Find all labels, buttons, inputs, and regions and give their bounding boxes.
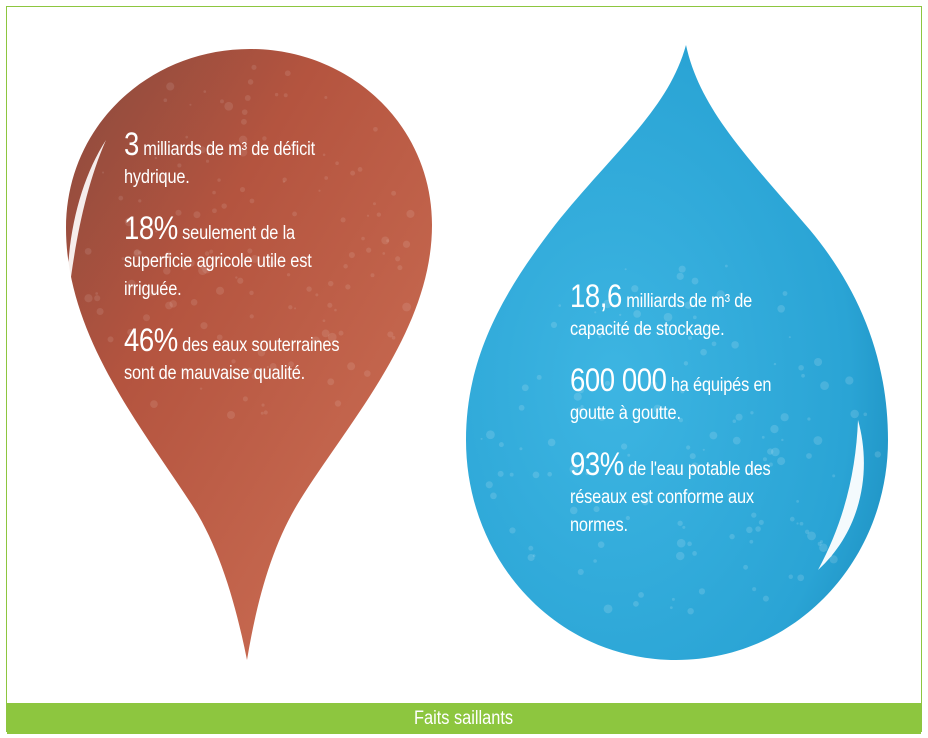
red-drop-shape	[66, 49, 432, 660]
fact-groundwater: 46% des eaux souterraines sont de mauvai…	[124, 324, 363, 388]
right-drop-facts: 18,6 milliards de m³ de capacité de stoc…	[570, 280, 810, 562]
fact-figure: 600 000	[570, 362, 667, 398]
fact-text: milliards de m³ de déficit hydrique.	[124, 139, 315, 188]
left-drop-facts: 3 milliards de m³ de déficit hydrique. 1…	[124, 128, 364, 410]
fact-irrigation: 18% seulement de la superficie agricole …	[124, 212, 363, 304]
fact-figure: 3	[124, 126, 139, 162]
fact-text: de l'eau potable des réseaux est conform…	[570, 459, 771, 536]
fact-figure: 93%	[570, 446, 624, 482]
blue-drop-highlight	[818, 420, 864, 570]
footer-title: Faits saillants	[414, 707, 514, 729]
fact-deficit: 3 milliards de m³ de déficit hydrique.	[124, 128, 363, 192]
fact-text: milliards de m³ de capacité de stockage.	[570, 291, 753, 340]
footer-banner: Faits saillants	[7, 703, 921, 734]
fact-figure: 46%	[124, 322, 178, 358]
fact-text: seulement de la superficie agricole util…	[124, 223, 312, 300]
fact-text: des eaux souterraines sont de mauvaise q…	[124, 335, 340, 384]
red-drop-highlight	[67, 140, 106, 300]
fact-storage: 18,6 milliards de m³ de capacité de stoc…	[570, 280, 809, 344]
fact-drip: 600 000 ha équipés en goutte à goutte.	[570, 364, 809, 428]
fact-text: ha équipés en goutte à goutte.	[570, 375, 772, 424]
water-droplets-texture	[84, 64, 881, 615]
fact-potable: 93% de l'eau potable des réseaux est con…	[570, 448, 809, 540]
blue-drop-shape	[466, 45, 888, 660]
fact-figure: 18%	[124, 210, 178, 246]
fact-figure: 18,6	[570, 278, 622, 314]
